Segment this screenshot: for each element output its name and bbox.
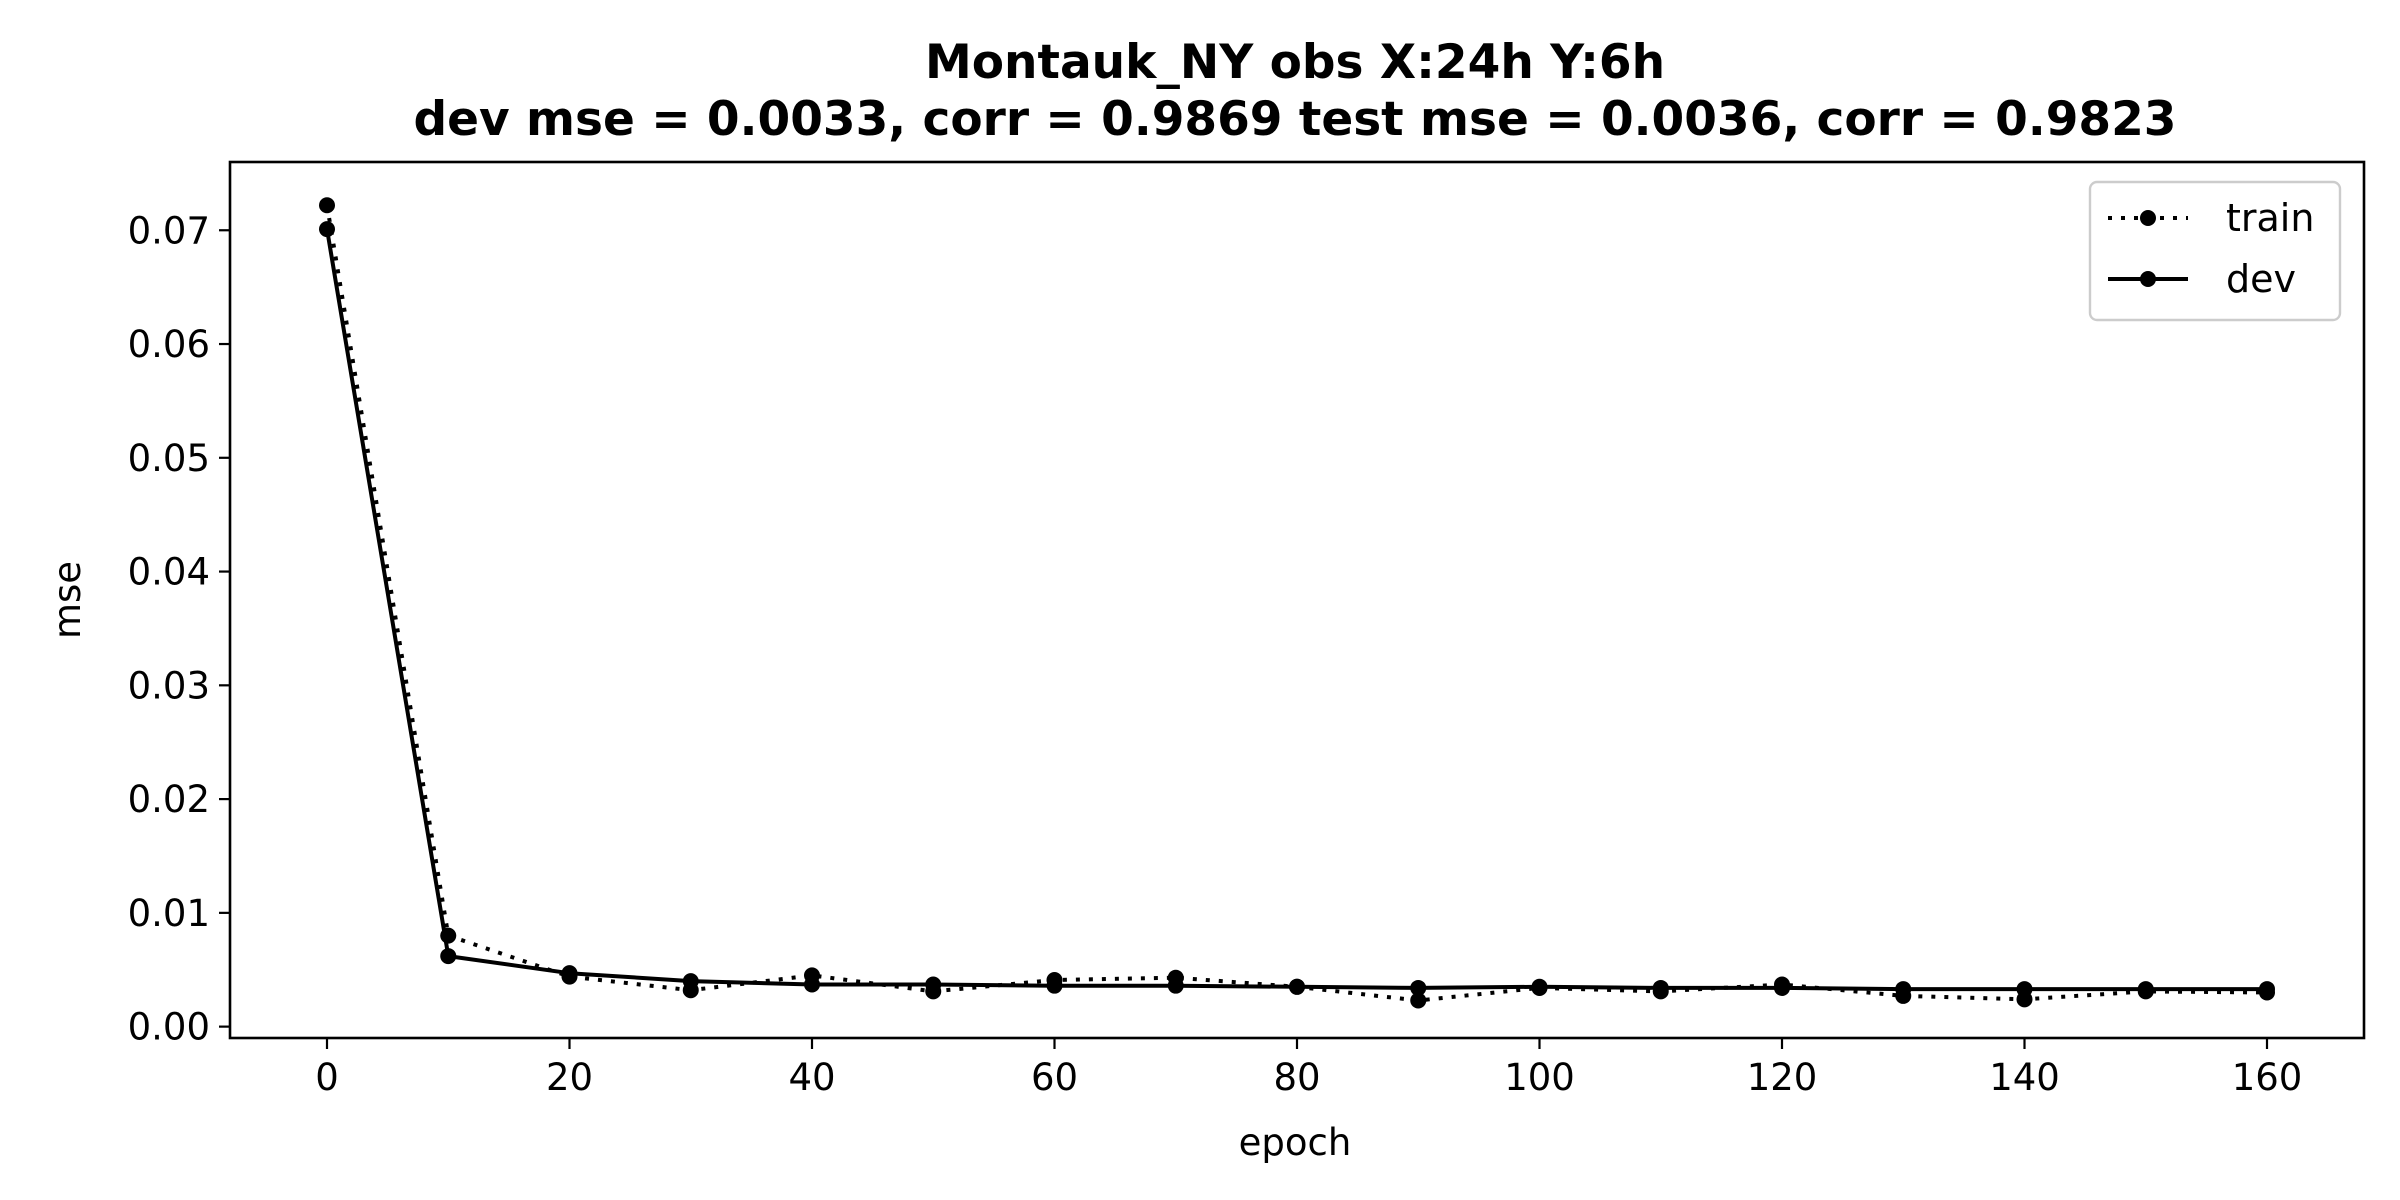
legend-label-train: train [2226, 196, 2314, 240]
y-tick-label: 0.01 [128, 892, 210, 935]
x-tick-label: 120 [1747, 1056, 1818, 1099]
x-axis: 0 20 40 60 80 100 120 140 160 [315, 1038, 2302, 1099]
x-tick-label: 160 [2232, 1056, 2303, 1099]
data-point-dev [1410, 979, 1427, 996]
y-tick-label: 0.02 [128, 778, 210, 821]
x-tick-label: 140 [1989, 1056, 2060, 1099]
data-point-dev [682, 973, 699, 990]
data-point-dev [925, 976, 942, 993]
y-tick-label: 0.00 [128, 1006, 210, 1049]
data-point-dev [1289, 978, 1305, 995]
data-point-dev [561, 965, 578, 982]
x-tick-label: 100 [1504, 1056, 1575, 1099]
data-point-dev [2259, 981, 2275, 998]
data-point-train [319, 197, 335, 214]
data-point-dev [1774, 979, 1790, 996]
data-point-train [1410, 992, 1427, 1009]
x-tick-label: 80 [1273, 1056, 1320, 1099]
y-tick-label: 0.07 [128, 209, 210, 252]
y-tick-label: 0.06 [128, 323, 210, 366]
y-axis: 0.00 0.01 0.02 0.03 0.04 0.05 0.06 0.07 [128, 209, 230, 1049]
data-point-dev [2016, 981, 2033, 998]
plot-area [319, 197, 2275, 1009]
data-point-dev [804, 976, 820, 993]
series-line-train [325, 204, 2268, 1003]
data-point-dev [440, 948, 457, 965]
plot-frame [228, 160, 2366, 1040]
x-tick-label: 60 [1031, 1056, 1078, 1099]
data-point-dev [1046, 977, 1063, 994]
x-tick-label: 40 [788, 1056, 835, 1099]
data-point-dev [1531, 978, 1548, 995]
y-tick-label: 0.03 [128, 664, 210, 707]
y-axis-label: mse [46, 561, 89, 639]
x-axis-label: epoch [1239, 1121, 1352, 1164]
data-point-dev [1895, 981, 1912, 998]
x-tick-label: 20 [546, 1056, 593, 1099]
legend-marker-dev [2140, 271, 2156, 287]
series-line-dev [325, 228, 2267, 992]
legend-marker-train [2140, 210, 2156, 226]
chart-subtitle: dev mse = 0.0033, corr = 0.9869 test mse… [413, 92, 2176, 147]
chart-title: Montauk_NY obs X:24h Y:6h [925, 35, 1665, 90]
x-tick-label: 0 [315, 1056, 339, 1099]
legend: train dev [2088, 180, 2342, 322]
y-tick-label: 0.04 [128, 551, 210, 594]
data-point-dev [1652, 979, 1669, 996]
data-point-dev [2137, 981, 2154, 998]
legend-label-dev: dev [2226, 257, 2296, 301]
data-point-dev [319, 221, 335, 238]
y-tick-label: 0.05 [128, 437, 210, 480]
data-point-dev [1167, 977, 1184, 994]
